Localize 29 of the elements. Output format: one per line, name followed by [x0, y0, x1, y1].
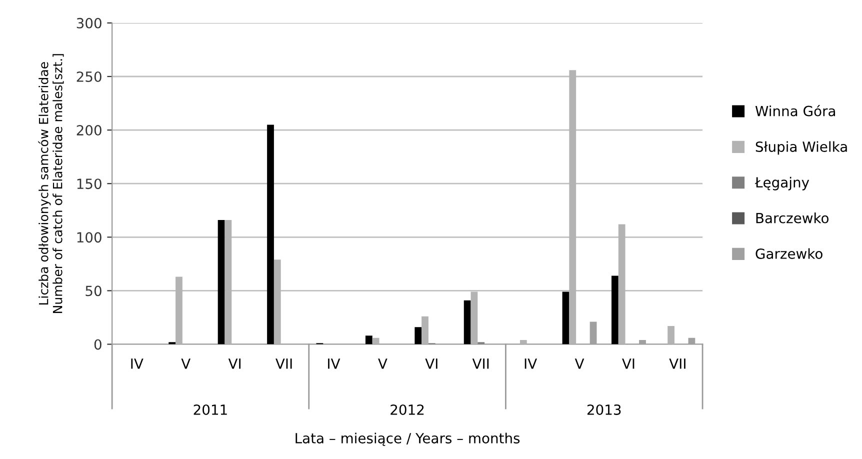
- text: 2012: [390, 404, 424, 415]
- legend-label: Słupia Wielka: [756, 141, 847, 155]
- x-tick-label: VII: [472, 358, 489, 369]
- y-tick-label: 50: [86, 286, 102, 296]
- x-tick-label: VII: [669, 358, 686, 369]
- y-tick-label: 150: [77, 178, 102, 190]
- x-tick-label: V: [378, 358, 388, 369]
- y-tick-label: 300: [76, 18, 102, 28]
- x-tick-label: VII: [276, 358, 292, 369]
- text: 2013: [587, 404, 621, 415]
- x-tick-label: IV: [524, 358, 537, 369]
- y-tick-label: 250: [76, 71, 102, 82]
- y-tick-label: 100: [77, 232, 102, 243]
- x-tick-label: IV: [328, 358, 340, 369]
- legend-label: Garzewko: [756, 248, 822, 259]
- x-tick-label: V: [181, 358, 191, 369]
- x-axis-title: Lata – miesiące / Years – months: [296, 432, 520, 446]
- legend-label: Łęgajny: [754, 176, 810, 190]
- x-tick-label: V: [574, 358, 584, 369]
- y-axis-title: Liczba odłowionych samców Elateridae Number of catch of Elateridae males[szt.]: [38, 54, 64, 313]
- y-tick-label: 200: [76, 125, 102, 136]
- legend-label: Barczewko: [756, 212, 829, 224]
- x-tick-label: VI: [228, 358, 241, 369]
- x-tick-label: VI: [622, 358, 634, 369]
- legend-label: Winna Góra: [755, 104, 835, 116]
- text: 2011: [194, 404, 227, 415]
- x-tick-label: IV: [131, 358, 144, 369]
- x-tick-label: VI: [425, 358, 438, 369]
- y-tick-label: 0: [94, 339, 102, 350]
